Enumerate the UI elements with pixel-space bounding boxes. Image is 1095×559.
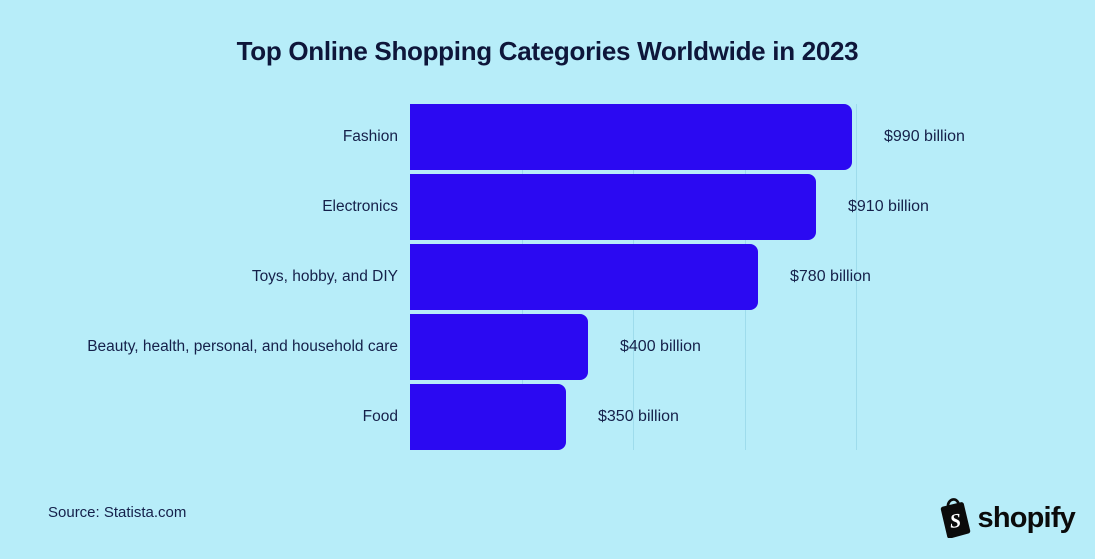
category-label: Food: [362, 408, 398, 425]
bar: [410, 244, 758, 310]
value-label: $910 billion: [848, 198, 929, 215]
category-label: Toys, hobby, and DIY: [251, 268, 398, 285]
bar: [410, 314, 588, 380]
bar: [410, 104, 852, 170]
value-label: $990 billion: [884, 128, 965, 145]
chart-title: Top Online Shopping Categories Worldwide…: [236, 36, 859, 66]
bar: [410, 384, 566, 450]
svg-text:S: S: [949, 510, 962, 533]
bar-chart: Fashion $990 billion Electronics $910 billi…: [0, 104, 1095, 450]
bar-row: Food $350 billion: [0, 384, 1095, 450]
bar-row: Fashion $990 billion: [0, 104, 1095, 170]
bar-row: Electronics $910 billion: [0, 174, 1095, 240]
category-label: Fashion: [342, 128, 398, 145]
value-label: $350 billion: [598, 408, 679, 425]
shopify-bag-icon: S: [937, 498, 971, 539]
category-label: Beauty, health, personal, and household …: [87, 338, 398, 355]
source-attribution: Source: Statista.com: [48, 504, 187, 521]
bar-rows: Fashion $990 billion Electronics $910 billi…: [0, 104, 1095, 450]
brand-wordmark: shopify: [977, 501, 1075, 534]
bar: [410, 174, 816, 240]
brand-logo: S shopify: [937, 498, 1076, 539]
value-label: $400 billion: [620, 338, 701, 355]
bar-row: Toys, hobby, and DIY $780 billion: [0, 244, 1095, 310]
value-label: $780 billion: [790, 268, 871, 285]
bar-row: Beauty, health, personal, and household …: [0, 314, 1095, 380]
category-label: Electronics: [322, 198, 398, 215]
